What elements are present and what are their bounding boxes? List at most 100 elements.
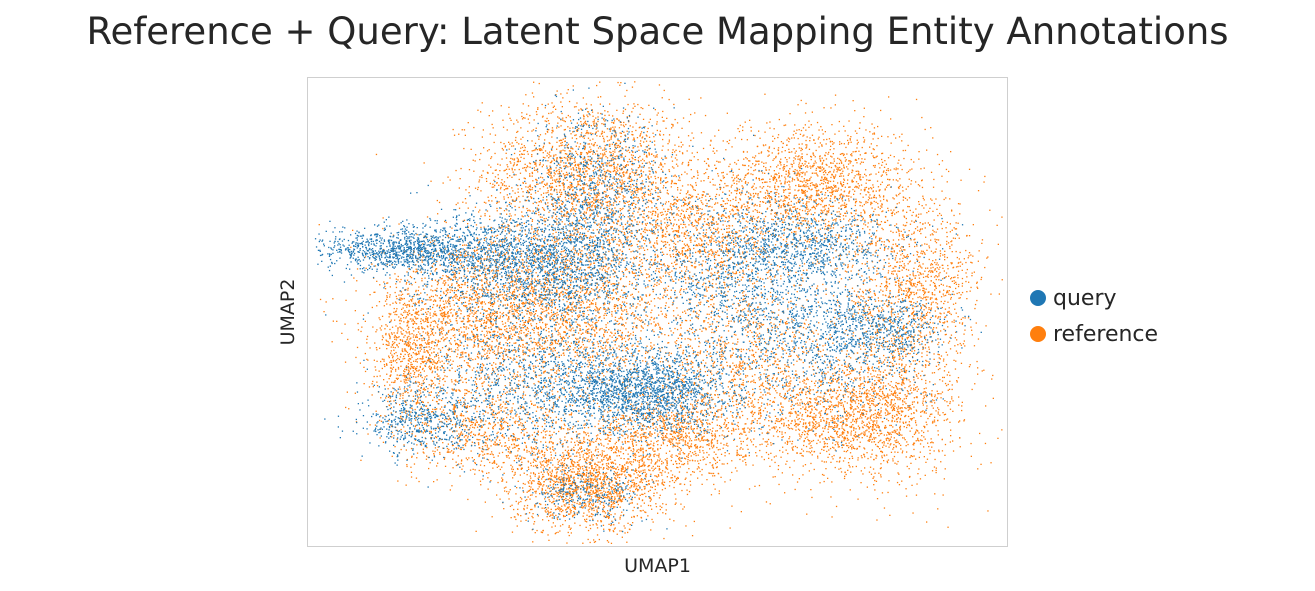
point-reference-1914 xyxy=(536,209,538,211)
point-reference-1109 xyxy=(635,129,637,132)
point-reference-2140 xyxy=(778,118,780,121)
point-reference-898 xyxy=(529,175,531,177)
point-reference-4504 xyxy=(512,259,515,261)
point-reference-3282 xyxy=(788,173,791,175)
point-reference-4780 xyxy=(541,319,543,321)
point-reference-3035 xyxy=(849,186,851,188)
point-reference-2991 xyxy=(665,157,668,159)
point-reference-1918 xyxy=(486,150,489,152)
point-reference-4955 xyxy=(366,335,369,338)
point-reference-2439 xyxy=(871,188,873,190)
point-reference-3256 xyxy=(750,130,752,132)
point-reference-3255 xyxy=(714,184,716,186)
point-reference-3930 xyxy=(501,226,503,228)
point-reference-835 xyxy=(577,164,579,167)
point-reference-280 xyxy=(494,184,496,187)
point-reference-1438 xyxy=(659,130,661,132)
point-reference-3039 xyxy=(879,167,881,169)
point-reference-2848 xyxy=(772,179,775,181)
point-reference-2659 xyxy=(907,205,909,208)
point-reference-2358 xyxy=(835,190,837,192)
point-reference-1277 xyxy=(591,201,593,203)
point-reference-1276 xyxy=(551,132,553,134)
point-reference-4230 xyxy=(427,350,429,352)
point-reference-2913 xyxy=(854,190,856,192)
point-reference-478 xyxy=(588,159,591,161)
point-reference-1579 xyxy=(522,191,524,193)
point-reference-1447 xyxy=(671,123,673,125)
point-reference-3890 xyxy=(493,294,496,296)
point-reference-229 xyxy=(573,176,575,178)
point-reference-1388 xyxy=(648,181,650,183)
point-reference-4627 xyxy=(446,333,448,335)
point-reference-3301 xyxy=(831,192,834,194)
point-reference-3904 xyxy=(436,295,438,297)
point-reference-2573 xyxy=(771,152,773,154)
point-reference-520 xyxy=(612,182,614,184)
point-reference-1399 xyxy=(564,196,566,199)
point-reference-100 xyxy=(603,216,606,218)
point-reference-1306 xyxy=(592,115,594,117)
point-reference-710 xyxy=(555,170,557,173)
point-reference-4311 xyxy=(537,431,539,433)
point-reference-2798 xyxy=(838,234,840,236)
point-reference-1873 xyxy=(501,179,503,181)
point-reference-2040 xyxy=(864,219,866,221)
point-reference-2063 xyxy=(845,146,847,149)
point-reference-3804 xyxy=(488,357,490,359)
point-reference-1895 xyxy=(615,173,617,176)
point-reference-1754 xyxy=(479,158,481,161)
point-reference-1280 xyxy=(638,208,640,211)
point-reference-577 xyxy=(506,177,509,179)
point-reference-2270 xyxy=(779,168,781,170)
point-reference-1182 xyxy=(615,178,617,180)
point-reference-1048 xyxy=(553,175,555,177)
point-reference-4989 xyxy=(525,342,527,344)
point-reference-3830 xyxy=(506,331,509,333)
point-reference-1461 xyxy=(610,158,613,160)
point-reference-4632 xyxy=(454,272,456,274)
point-reference-278 xyxy=(615,135,617,137)
point-reference-3216 xyxy=(839,175,841,177)
point-reference-3477 xyxy=(752,185,754,187)
point-reference-4730 xyxy=(445,302,447,304)
point-reference-4462 xyxy=(495,327,497,329)
point-reference-1069 xyxy=(531,130,533,132)
point-reference-4773 xyxy=(457,344,460,346)
point-reference-1457 xyxy=(584,179,586,181)
point-reference-2769 xyxy=(818,129,820,131)
point-reference-2778 xyxy=(797,158,799,160)
point-reference-1826 xyxy=(564,153,567,155)
point-reference-634 xyxy=(620,141,622,143)
point-reference-3368 xyxy=(823,168,825,170)
point-reference-4244 xyxy=(476,246,478,249)
point-reference-4658 xyxy=(499,333,501,335)
point-reference-1936 xyxy=(591,206,593,208)
point-reference-366 xyxy=(593,122,595,125)
point-reference-4049 xyxy=(401,308,403,310)
point-reference-198 xyxy=(551,186,554,189)
point-reference-4936 xyxy=(435,250,438,252)
point-reference-1255 xyxy=(524,233,527,235)
point-reference-3211 xyxy=(627,216,629,218)
point-reference-4521 xyxy=(511,292,513,295)
point-reference-4578 xyxy=(408,355,410,357)
point-reference-4258 xyxy=(449,300,451,303)
point-reference-56 xyxy=(555,185,558,187)
point-reference-83 xyxy=(594,185,596,187)
point-reference-1404 xyxy=(521,112,523,114)
point-reference-3265 xyxy=(784,150,786,152)
point-reference-1856 xyxy=(646,162,648,164)
point-reference-3032 xyxy=(725,207,727,210)
point-reference-391 xyxy=(613,122,615,124)
point-reference-3540 xyxy=(800,205,802,207)
point-reference-140 xyxy=(568,216,570,218)
point-reference-2056 xyxy=(799,133,802,135)
point-reference-2399 xyxy=(806,153,808,156)
point-reference-814 xyxy=(558,168,560,171)
point-reference-2291 xyxy=(839,258,841,260)
point-reference-464 xyxy=(594,153,597,155)
point-reference-1008 xyxy=(514,139,517,141)
point-reference-4285 xyxy=(395,337,398,339)
point-reference-4071 xyxy=(401,350,403,352)
